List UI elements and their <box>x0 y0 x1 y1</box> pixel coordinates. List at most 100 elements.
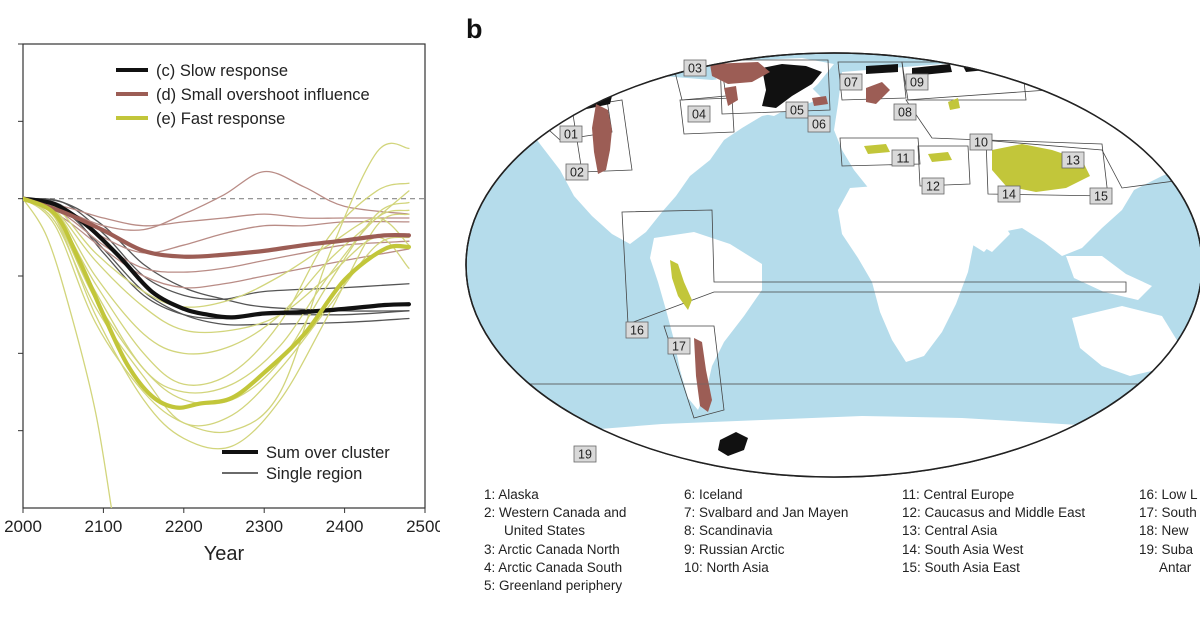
legend-label: (d) Small overshoot influence <box>156 86 370 104</box>
region-tag-label: 01 <box>564 128 578 142</box>
glacier-iceland <box>812 96 828 106</box>
region-list-col2: 6: Iceland 7: Svalbard and Jan Mayen 8: … <box>684 486 848 577</box>
region-boundary-17 <box>663 325 725 419</box>
region-name: 19: Suba <box>1139 541 1194 557</box>
x-tick-label: 2300 <box>245 517 283 536</box>
region-boundary-04 <box>679 97 735 135</box>
region-boundary-05 <box>719 59 831 115</box>
glacier-region-map: 01 02 03 04 05 06 07 08 09 10 11 12 13 14 15 16 17 19 <box>465 52 1200 478</box>
fast-region-line <box>23 198 113 508</box>
region-tag-label: 07 <box>844 76 858 90</box>
region-tag-label: 04 <box>692 108 706 122</box>
antarctica-land <box>466 416 1200 477</box>
region-name: 4: Arctic Canada South <box>484 559 623 575</box>
region-tag-box <box>1061 151 1085 169</box>
arabia-land <box>960 204 1010 252</box>
region-tag-box <box>785 101 809 119</box>
region-tag-box <box>905 73 929 91</box>
fast-region-line <box>23 198 410 427</box>
region-name: 13: Central Asia <box>902 523 998 539</box>
glacier-central-europe <box>864 144 890 154</box>
region-list-col4: 16: Low L 17: South 18: New 19: Suba Ant… <box>1139 486 1198 577</box>
region-tag-box <box>683 59 707 77</box>
glacier-caucasus <box>928 152 952 162</box>
region-name: Antar <box>1159 559 1192 575</box>
region-name: 3: Arctic Canada North <box>484 541 620 557</box>
region-tag-label: 09 <box>910 76 924 90</box>
region-tag-box <box>565 163 589 181</box>
glacier-western-canada <box>592 104 612 174</box>
legend-label: Sum over cluster <box>266 444 390 462</box>
x-tick-label: 2000 <box>4 517 42 536</box>
fast-region-line <box>23 198 410 334</box>
region-tag-box <box>573 445 597 463</box>
x-tick-label: 2100 <box>84 517 122 536</box>
region-tag-label: 10 <box>974 136 988 150</box>
region-tag-box <box>891 149 915 167</box>
region-tag-box <box>893 103 917 121</box>
region-name: 6: Iceland <box>684 487 743 502</box>
glacier-antarctic-islands <box>618 432 1126 462</box>
small_overshoot-region-line <box>23 170 410 231</box>
legend-label: Single region <box>266 465 362 483</box>
region-name: 12: Caucasus and Middle East <box>902 505 1086 521</box>
region-boundary-12 <box>917 145 971 187</box>
region-tag-label: 14 <box>1002 188 1016 202</box>
region-tag-box <box>625 321 649 339</box>
fast-region-line <box>23 198 410 308</box>
region-name: 1: Alaska <box>484 487 539 502</box>
region-tag-label: 12 <box>926 180 940 194</box>
region-tag-box <box>1089 187 1113 205</box>
small_overshoot-region-line <box>23 198 410 227</box>
slow-region-line <box>23 198 410 326</box>
region-name: United States <box>504 523 586 539</box>
fast-sum-line <box>23 196 412 410</box>
region-boundary-11 <box>839 137 921 167</box>
region-tag-label: 02 <box>570 166 584 180</box>
x-tick-label: 2400 <box>326 517 364 536</box>
glacier-greenland <box>762 64 822 108</box>
region-list-col1: 1: Alaska 2: Western Canada and United S… <box>484 486 626 595</box>
fast-region-line <box>23 142 410 434</box>
region-name: 8: Scandinavia <box>684 523 773 539</box>
region-tag-label: 03 <box>688 62 702 76</box>
region-name: 10: North Asia <box>684 559 769 575</box>
glacier-patagonia <box>694 338 712 412</box>
region-tag-box <box>807 115 831 133</box>
region-tag-box <box>559 125 583 143</box>
region-name: 17: South <box>1139 505 1197 521</box>
australia-land <box>1072 306 1178 376</box>
glacier-scandinavia <box>866 82 890 104</box>
region-name: 9: Russian Arctic <box>684 541 785 557</box>
north-america-land <box>502 72 822 244</box>
southeast-asia-land <box>1066 256 1152 300</box>
glacier-new-zealand <box>1186 350 1196 366</box>
region-name: 15: South Asia East <box>902 559 1020 575</box>
glacier-arctic-canada-south <box>724 86 738 106</box>
volume-chart: 2000 2100 2200 2300 2400 2500 Year (c) Slow re… <box>4 43 440 565</box>
region-tag-label: 16 <box>630 324 644 338</box>
region-tag-box <box>997 185 1021 203</box>
region-name: 14: South Asia West <box>902 541 1024 557</box>
region-tag-label: 05 <box>790 104 804 118</box>
region-tag-box <box>667 337 691 355</box>
small_overshoot-region-line <box>23 198 410 273</box>
region-tag-box <box>969 133 993 151</box>
region-tag-label: 08 <box>898 106 912 120</box>
region-boundary-16 <box>621 209 1127 325</box>
small_overshoot-region-line <box>23 198 410 289</box>
small_overshoot-sum-line <box>23 196 412 259</box>
x-tick-label: 2200 <box>165 517 203 536</box>
glacier-arctic-canada-north <box>710 62 770 84</box>
region-tag-label: 13 <box>1066 154 1080 168</box>
region-name: 18: New <box>1139 523 1189 539</box>
region-tag-label: 06 <box>812 118 826 132</box>
region-name: 2: Western Canada and <box>484 505 627 521</box>
legend-label: (e) Fast response <box>156 110 285 128</box>
region-tag-label: 11 <box>897 152 910 166</box>
region-name: 11: Central Europe <box>902 487 1015 502</box>
slow-sum-line <box>23 196 412 320</box>
x-axis-label: Year <box>204 543 245 565</box>
region-tag-label: 19 <box>578 448 592 462</box>
region-list-col3: 11: Central Europe 12: Caucasus and Midd… <box>902 486 1085 577</box>
